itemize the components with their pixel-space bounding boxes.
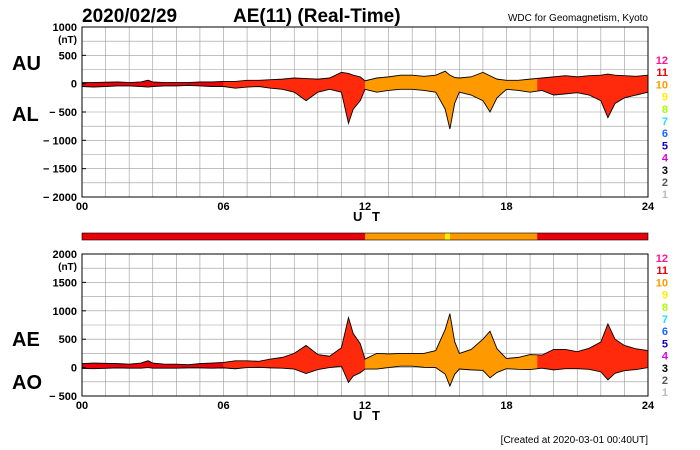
ae-ao-panel: 2000 1500 1000 500 0 − 500 00 06 12 18 24 (nT) AE… xyxy=(12,249,655,423)
area-band xyxy=(537,74,648,118)
legend-level: 11 xyxy=(656,265,668,277)
x-tick-label: 24 xyxy=(642,400,655,412)
y-tick-label: 1500 xyxy=(53,277,77,289)
legend-level: 6 xyxy=(662,128,668,140)
au-al-area xyxy=(81,70,649,130)
au-label: AU xyxy=(12,53,41,75)
y-tick-label: 500 xyxy=(59,50,77,62)
station-bar-segment xyxy=(445,233,450,240)
area-band xyxy=(537,323,648,380)
legend-level: 10 xyxy=(656,79,668,91)
al-label: AL xyxy=(12,104,39,126)
legend-level: 10 xyxy=(656,277,668,289)
source-label: WDC for Geomagnetism, Kyoto xyxy=(508,13,648,24)
y-tick-label: − 500 xyxy=(49,391,77,403)
area-band xyxy=(365,313,538,387)
area-band xyxy=(223,317,365,383)
x-tick-label: 12 xyxy=(359,201,371,213)
legend-level: 11 xyxy=(656,67,668,79)
station-count-bar xyxy=(81,232,649,241)
legend-level: 4 xyxy=(662,351,669,363)
legend-level: 9 xyxy=(662,92,668,104)
x-tick-label: 00 xyxy=(76,201,88,213)
legend-level: 2 xyxy=(662,375,668,387)
legend-level: 7 xyxy=(662,314,668,326)
au-al-y-ticks: 1000 500 0 − 500 − 1000 − 1500 − 2000 xyxy=(43,22,86,204)
au-al-unit: (nT) xyxy=(58,35,77,46)
y-tick-label: − 1500 xyxy=(43,164,77,176)
station-bar-segment xyxy=(82,233,365,240)
au-al-grid xyxy=(82,27,648,197)
station-bar-frame xyxy=(81,232,649,241)
ae-ao-frame xyxy=(81,253,649,397)
station-bar-segment xyxy=(449,233,538,240)
lower-series-line xyxy=(81,84,649,130)
ae-ao-area xyxy=(81,313,649,388)
legend-level: 12 xyxy=(656,55,668,67)
x-tick-label: 18 xyxy=(500,201,512,213)
legend-level: 7 xyxy=(662,116,668,128)
ae-ao-y-ticks: 2000 1500 1000 500 0 − 500 xyxy=(49,249,86,403)
ae-ao-x-label: U T xyxy=(353,408,383,423)
legend-level: 8 xyxy=(662,104,668,116)
x-tick-label: 18 xyxy=(500,400,512,412)
legend-level: 1 xyxy=(662,387,668,399)
y-tick-label: − 500 xyxy=(49,107,77,119)
legend-level: 12 xyxy=(656,253,668,265)
upper-series-line xyxy=(81,313,649,366)
x-tick-label: 24 xyxy=(642,201,655,213)
x-tick-label: 06 xyxy=(217,400,229,412)
ae-ao-x-ticks: 00 06 12 18 24 xyxy=(76,400,655,412)
date-title: 2020/02/29 xyxy=(82,6,177,27)
legend-level: 4 xyxy=(662,153,669,165)
station-bar-segment xyxy=(537,233,648,240)
y-tick-label: − 2000 xyxy=(43,192,77,204)
legend-level: 5 xyxy=(662,140,668,152)
au-al-x-ticks: 00 06 12 18 24 xyxy=(76,201,655,213)
legend-level: 9 xyxy=(662,290,668,302)
legend-level: 2 xyxy=(662,177,668,189)
legend-level: 5 xyxy=(662,338,668,350)
lower-series-line xyxy=(81,365,649,388)
station-bar-segment xyxy=(365,233,446,240)
y-tick-label: − 1000 xyxy=(43,135,77,147)
legend-level: 8 xyxy=(662,302,668,314)
y-tick-label: 500 xyxy=(59,334,77,346)
y-tick-label: 2000 xyxy=(53,249,77,261)
index-title: AE(11) (Real-Time) xyxy=(233,6,401,27)
legend-level: 3 xyxy=(662,363,668,375)
ae-ao-grid xyxy=(82,254,648,396)
x-tick-label: 06 xyxy=(217,201,229,213)
x-tick-label: 00 xyxy=(76,400,88,412)
legend-level: 6 xyxy=(662,326,668,338)
area-band xyxy=(223,72,365,124)
y-tick-label: 1000 xyxy=(53,306,77,318)
y-tick-label: 0 xyxy=(71,363,77,375)
created-label: [Created at 2020-03-01 00:40UT] xyxy=(501,435,649,446)
legend-level: 1 xyxy=(662,189,668,201)
ao-label: AO xyxy=(12,372,42,394)
x-tick-label: 12 xyxy=(359,400,371,412)
area-band xyxy=(82,360,224,369)
ae-label: AE xyxy=(12,329,40,351)
legend-level: 3 xyxy=(662,165,668,177)
au-al-x-label: U T xyxy=(353,209,383,224)
upper-series-line xyxy=(82,70,649,83)
area-band xyxy=(365,71,538,129)
y-tick-label: 0 xyxy=(71,79,77,91)
y-tick-label: 1000 xyxy=(53,22,77,34)
ae-ao-unit: (nT) xyxy=(58,262,77,273)
au-al-panel: 1000 500 0 − 500 − 1000 − 1500 − 2000 00 06 12 18… xyxy=(12,22,655,224)
